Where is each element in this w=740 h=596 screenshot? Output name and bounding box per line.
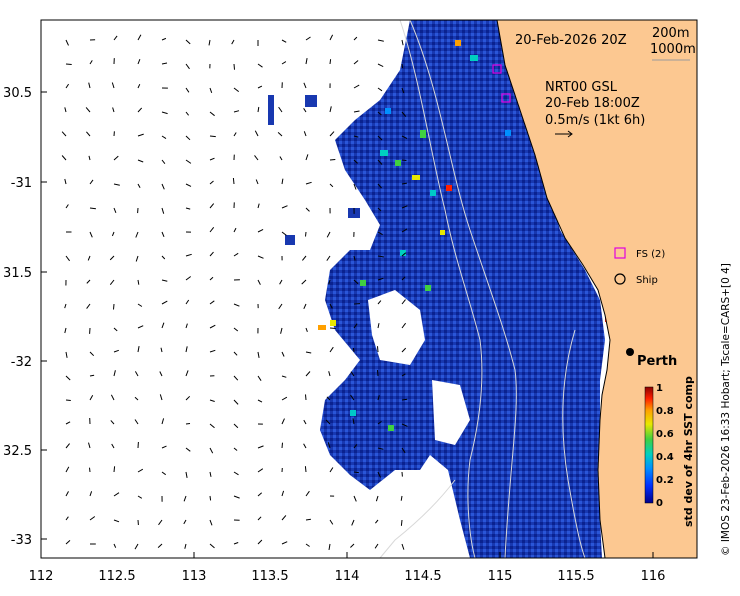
current-vector <box>306 519 311 520</box>
x-tick-label: 115 <box>488 569 513 584</box>
ship-legend-label: Ship <box>636 275 658 286</box>
current-scale-label: 0.5m/s (1kt 6h) <box>545 113 645 128</box>
colorbar-tick: 0.2 <box>656 475 674 486</box>
x-tick-label: 112.5 <box>98 569 135 584</box>
current-vector <box>90 208 96 209</box>
colorbar-tick: 0 <box>656 498 663 509</box>
current-vector <box>402 64 403 68</box>
current-vector <box>378 370 379 376</box>
current-vector <box>210 496 211 500</box>
y-tick-label: 30.5 <box>3 86 32 101</box>
x-tick-label: 114.5 <box>404 569 441 584</box>
current-source-label: NRT00 GSL <box>545 80 618 95</box>
contour-label-200m: 200m <box>652 26 689 41</box>
current-vector <box>330 59 331 64</box>
current-vector <box>210 136 216 137</box>
current-vector <box>306 394 307 400</box>
current-vector <box>401 520 402 526</box>
credit-text: © IMOS 23-Feb-2026 16:33 Hobart; Tscale=… <box>720 263 732 556</box>
x-tick-label: 115.5 <box>557 569 594 584</box>
contour-label-1000m: 1000m <box>650 42 696 57</box>
current-vector <box>306 232 307 237</box>
current-vector <box>186 424 190 425</box>
colorbar-label: std dev of 4hr SST comp <box>682 376 695 527</box>
current-vector <box>354 472 359 473</box>
colorbar-tick: 0.6 <box>656 429 674 440</box>
current-vector <box>305 466 306 472</box>
current-vector <box>234 64 235 70</box>
current-vector <box>402 399 407 400</box>
date-label: 20-Feb-2026 20Z <box>515 33 627 48</box>
current-vector <box>353 348 354 352</box>
x-tick-label: 116 <box>641 569 666 584</box>
y-tick-label: 32.5 <box>3 444 32 459</box>
current-vector <box>378 346 379 352</box>
x-tick-label: 114 <box>335 569 360 584</box>
current-vector <box>66 64 72 65</box>
x-tick-label: 113 <box>182 569 207 584</box>
colorbar-tick: 1 <box>656 383 663 394</box>
current-vector <box>233 178 234 184</box>
colorbar-tick: 0.4 <box>656 452 674 463</box>
current-vector <box>282 443 283 448</box>
y-axis: 30.5 -31 31.5 -32 32.5 -33 <box>3 86 47 548</box>
y-tick-label: -33 <box>11 533 32 548</box>
y-tick-label: -32 <box>11 355 32 370</box>
current-vector <box>114 304 115 310</box>
current-vector <box>114 466 115 472</box>
current-time-label: 20-Feb 18:00Z <box>545 96 640 111</box>
perth-dot <box>626 348 634 356</box>
current-vector <box>402 160 406 161</box>
current-vector <box>330 328 336 329</box>
current-vector <box>66 400 71 401</box>
x-tick-label: 113.5 <box>251 569 288 584</box>
y-tick-label: -31 <box>11 176 32 191</box>
y-tick-label: 31.5 <box>3 266 32 281</box>
colorbar-tick: 0.8 <box>656 406 674 417</box>
current-vector <box>330 160 335 161</box>
fs-legend-label: FS (2) <box>636 249 665 260</box>
current-vector <box>90 468 91 472</box>
city-label-perth: Perth <box>637 354 677 369</box>
x-tick-label: 112 <box>29 569 54 584</box>
